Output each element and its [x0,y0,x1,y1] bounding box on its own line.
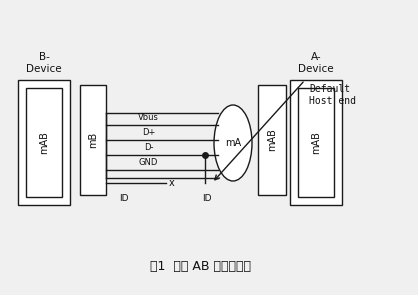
Text: mA: mA [225,138,241,148]
Text: mB: mB [88,132,98,148]
Text: GND: GND [139,158,158,167]
Text: ID: ID [202,194,212,203]
Text: Default
Host end: Default Host end [309,84,356,106]
Bar [26,88,62,197]
Text: Vbus: Vbus [138,113,159,122]
Text: 图1  微型 AB 插座的结构: 图1 微型 AB 插座的结构 [150,260,250,273]
Bar [258,85,286,195]
Bar [298,88,334,197]
Text: D+: D+ [142,128,155,137]
Text: A-
Device: A- Device [298,53,334,74]
Text: ID: ID [119,194,129,203]
Text: D-: D- [144,143,153,152]
Bar [80,85,106,195]
Text: B-
Device: B- Device [26,53,62,74]
Bar [18,80,70,205]
Text: mAB: mAB [311,131,321,154]
Text: x: x [169,178,175,188]
Bar [290,80,342,205]
Text: mAB: mAB [267,129,277,151]
Ellipse shape [214,105,252,181]
Text: mAB: mAB [39,131,49,154]
